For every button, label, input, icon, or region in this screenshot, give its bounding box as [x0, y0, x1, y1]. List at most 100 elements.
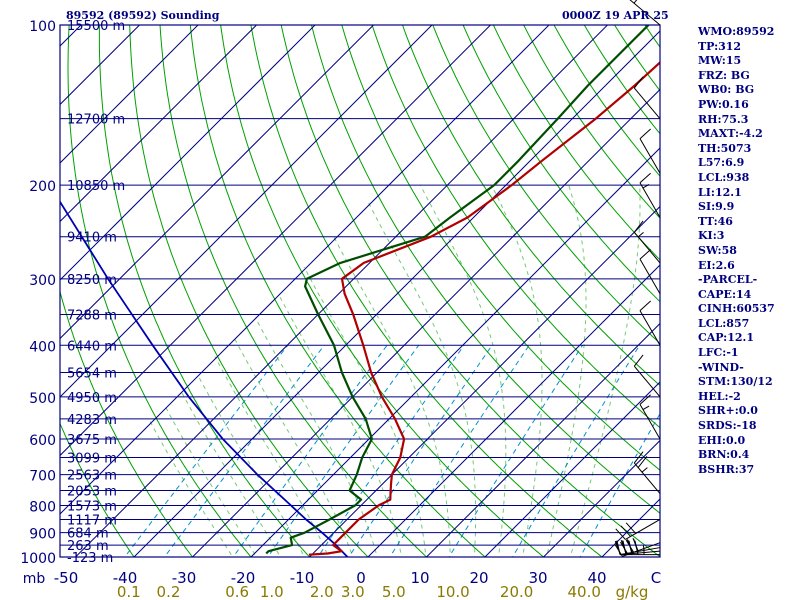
- isotherm-line: [60, 25, 491, 457]
- mixing-ratio-line: [348, 345, 493, 557]
- index-line: LFC:-1: [698, 346, 739, 360]
- mixing-ratio-line: [163, 344, 325, 557]
- dry-adiabat-line: [98, 25, 311, 557]
- index-line: -WIND-: [698, 360, 744, 374]
- isotherm-line: [484, 381, 660, 557]
- isotherm-line: [60, 25, 199, 164]
- mixing-ratio-tick-label: 5.0: [382, 583, 406, 600]
- height-label: 8250 m: [67, 273, 117, 288]
- height-label: 684 m: [67, 527, 109, 542]
- wind-barbs: [614, 0, 661, 557]
- pressure-tick-label: 200: [29, 179, 56, 195]
- mixing-ratio-tick-label: 0.2: [157, 583, 181, 600]
- mixing-ratio-tick-label: 20.0: [500, 583, 533, 600]
- pressure-labels: 100 200 300 400 500 600 700 800 900 1000 mb: [20, 19, 56, 587]
- moist-adiabat-line: [367, 201, 477, 557]
- pressure-tick-label: 700: [29, 469, 56, 485]
- height-labels: 15500 m 12700 m 10850 m 9410 m 8250 m 7288 m 6…: [67, 19, 125, 566]
- index-line: MW:15: [698, 54, 742, 68]
- moist-adiabat-line: [277, 293, 403, 557]
- temperature-tick-label: 0: [356, 569, 366, 587]
- mixing-ratio-line: [267, 345, 420, 557]
- mixing-ratio-line: [579, 412, 660, 557]
- index-line: EI:2.6: [698, 258, 735, 272]
- mixing-ratio-tick-label: 0.6: [225, 583, 249, 600]
- temperature-tick-label: -10: [290, 569, 315, 587]
- isotherm-line: [426, 322, 660, 557]
- plot-area: [60, 25, 660, 557]
- index-line: SHR+:0.0: [698, 404, 758, 418]
- index-line: TP:312: [698, 39, 742, 53]
- dry-adiabat-line: [60, 289, 194, 557]
- mixing-ratio-line: [124, 344, 289, 557]
- isotherm-line: [60, 25, 316, 281]
- dewpoint-trace: [265, 25, 650, 555]
- isotherm-line: [543, 439, 660, 557]
- height-label: 4950 m: [67, 391, 117, 406]
- index-line: PW:0.16: [698, 97, 749, 111]
- height-label: 12700 m: [67, 113, 125, 128]
- index-line: WB0: BG: [698, 83, 755, 97]
- index-line: -PARCEL-: [698, 273, 758, 287]
- moist-adiabat-line: [181, 391, 281, 557]
- temperature-trace: [308, 60, 660, 556]
- index-line: TH:5073: [698, 141, 752, 155]
- mixing-ratio-lines: [124, 344, 660, 557]
- temperature-labels: -50 -40 -30 -20 -10 0 10 20 30 40 C: [54, 569, 661, 587]
- height-label: 1117 m: [67, 513, 117, 528]
- mixing-ratio-tick-label: 3.0: [341, 583, 365, 600]
- mixing-ratio-unit: g/kg: [616, 583, 649, 600]
- height-label: 4283 m: [67, 413, 117, 428]
- dry-adiabat-line: [432, 25, 660, 345]
- index-line: LI:12.1: [698, 185, 742, 199]
- chart-title: 89592 (89592) Sounding: [66, 9, 220, 22]
- mixing-ratio-line: [317, 345, 465, 557]
- index-line: HEL:-2: [698, 389, 741, 403]
- temperature-tick-label: -30: [172, 569, 197, 587]
- mixing-ratio-line: [512, 345, 640, 557]
- index-line: BRN:0.4: [698, 448, 750, 462]
- height-label: 10850 m: [67, 179, 125, 194]
- dry-adiabat-line: [67, 25, 252, 557]
- mixing-ratio-line: [448, 345, 583, 557]
- index-line: FRZ: BG: [698, 68, 750, 82]
- moist-adiabat-line: [255, 317, 378, 557]
- plot-frame: [59, 24, 661, 558]
- temperature-tick-label: 10: [410, 569, 429, 587]
- height-label: 9410 m: [67, 231, 117, 246]
- index-line: STM:130/12: [698, 375, 773, 389]
- temperature-tick-label: -20: [231, 569, 256, 587]
- isotherm-line: [75, 25, 608, 557]
- mixing-ratio-tick-label: 10.0: [436, 583, 469, 600]
- mixing-ratio-line: [232, 344, 388, 557]
- moist-adiabat-line: [303, 266, 427, 557]
- dry-adiabat-line: [462, 25, 660, 303]
- wind-barb: [629, 0, 661, 26]
- mixing-ratio-labels: 0.1 0.2 0.6 1.0 2.0 3.0 5.0 10.0 20.0 40.0 g/kg: [117, 583, 649, 600]
- index-line: SRDS:-18: [698, 419, 757, 433]
- index-line: BSHR:37: [698, 462, 755, 476]
- wind-barb: [633, 354, 661, 398]
- index-line: WMO:89592: [698, 25, 775, 38]
- dry-adiabat-line: [159, 25, 428, 557]
- wind-barb: [639, 172, 661, 218]
- height-label: 5654 m: [67, 367, 117, 382]
- temperature-tick-label: 40: [587, 569, 606, 587]
- isotherms: [0, 25, 660, 557]
- mixing-ratio-tick-label: 40.0: [568, 583, 601, 600]
- index-line: L57:6.9: [698, 156, 745, 170]
- temperature-tick-label: C: [651, 569, 661, 587]
- index-line: CAPE:14: [698, 287, 752, 301]
- pressure-axis-label: mb: [23, 571, 46, 587]
- mixing-ratio-tick-label: 0.1: [117, 583, 141, 600]
- height-label: 7288 m: [67, 308, 117, 323]
- profiles: [60, 25, 660, 557]
- moist-adiabat-line: [569, 185, 641, 557]
- dry-adiabat-line: [280, 25, 660, 557]
- isotherm-line: [192, 88, 660, 557]
- isotherm-line: [0, 25, 23, 557]
- pressure-tick-label: 400: [29, 339, 56, 355]
- wind-barb: [633, 220, 661, 264]
- height-label: 2053 m: [67, 485, 117, 500]
